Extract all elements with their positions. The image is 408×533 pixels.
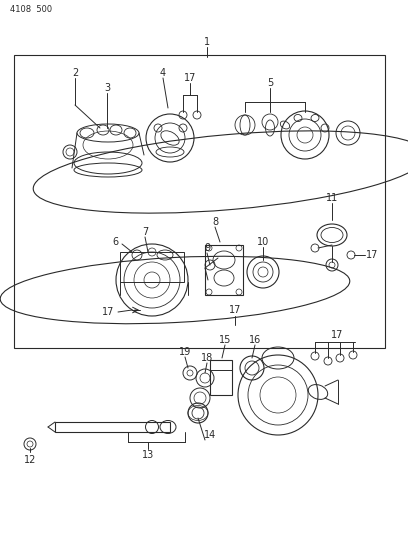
Text: 18: 18 [201,353,213,363]
Text: 4: 4 [160,68,166,78]
Text: 16: 16 [249,335,261,345]
Text: 10: 10 [257,237,269,247]
Text: 1: 1 [204,37,210,47]
Text: 17: 17 [102,307,114,317]
Text: 11: 11 [326,193,338,203]
Text: 17: 17 [331,330,343,340]
Bar [55,422,170,432]
Text: 6: 6 [112,237,118,247]
Text: 9: 9 [204,243,210,253]
Text: 12: 12 [24,455,36,465]
Text: 2: 2 [72,68,78,78]
Bar [210,360,232,395]
Text: 4108  500: 4108 500 [10,5,52,14]
Text: 17: 17 [229,305,241,315]
Bar [120,252,184,282]
Bar [205,245,243,295]
Text: 8: 8 [212,217,218,227]
Text: 13: 13 [142,450,154,460]
Bar [14,55,385,348]
Text: 15: 15 [219,335,231,345]
Text: 17: 17 [184,73,196,83]
Text: 14: 14 [204,430,216,440]
Text: 17: 17 [366,250,378,260]
Text: 19: 19 [179,347,191,357]
Text: 7: 7 [142,227,148,237]
Text: 3: 3 [104,83,110,93]
Text: 5: 5 [267,78,273,88]
